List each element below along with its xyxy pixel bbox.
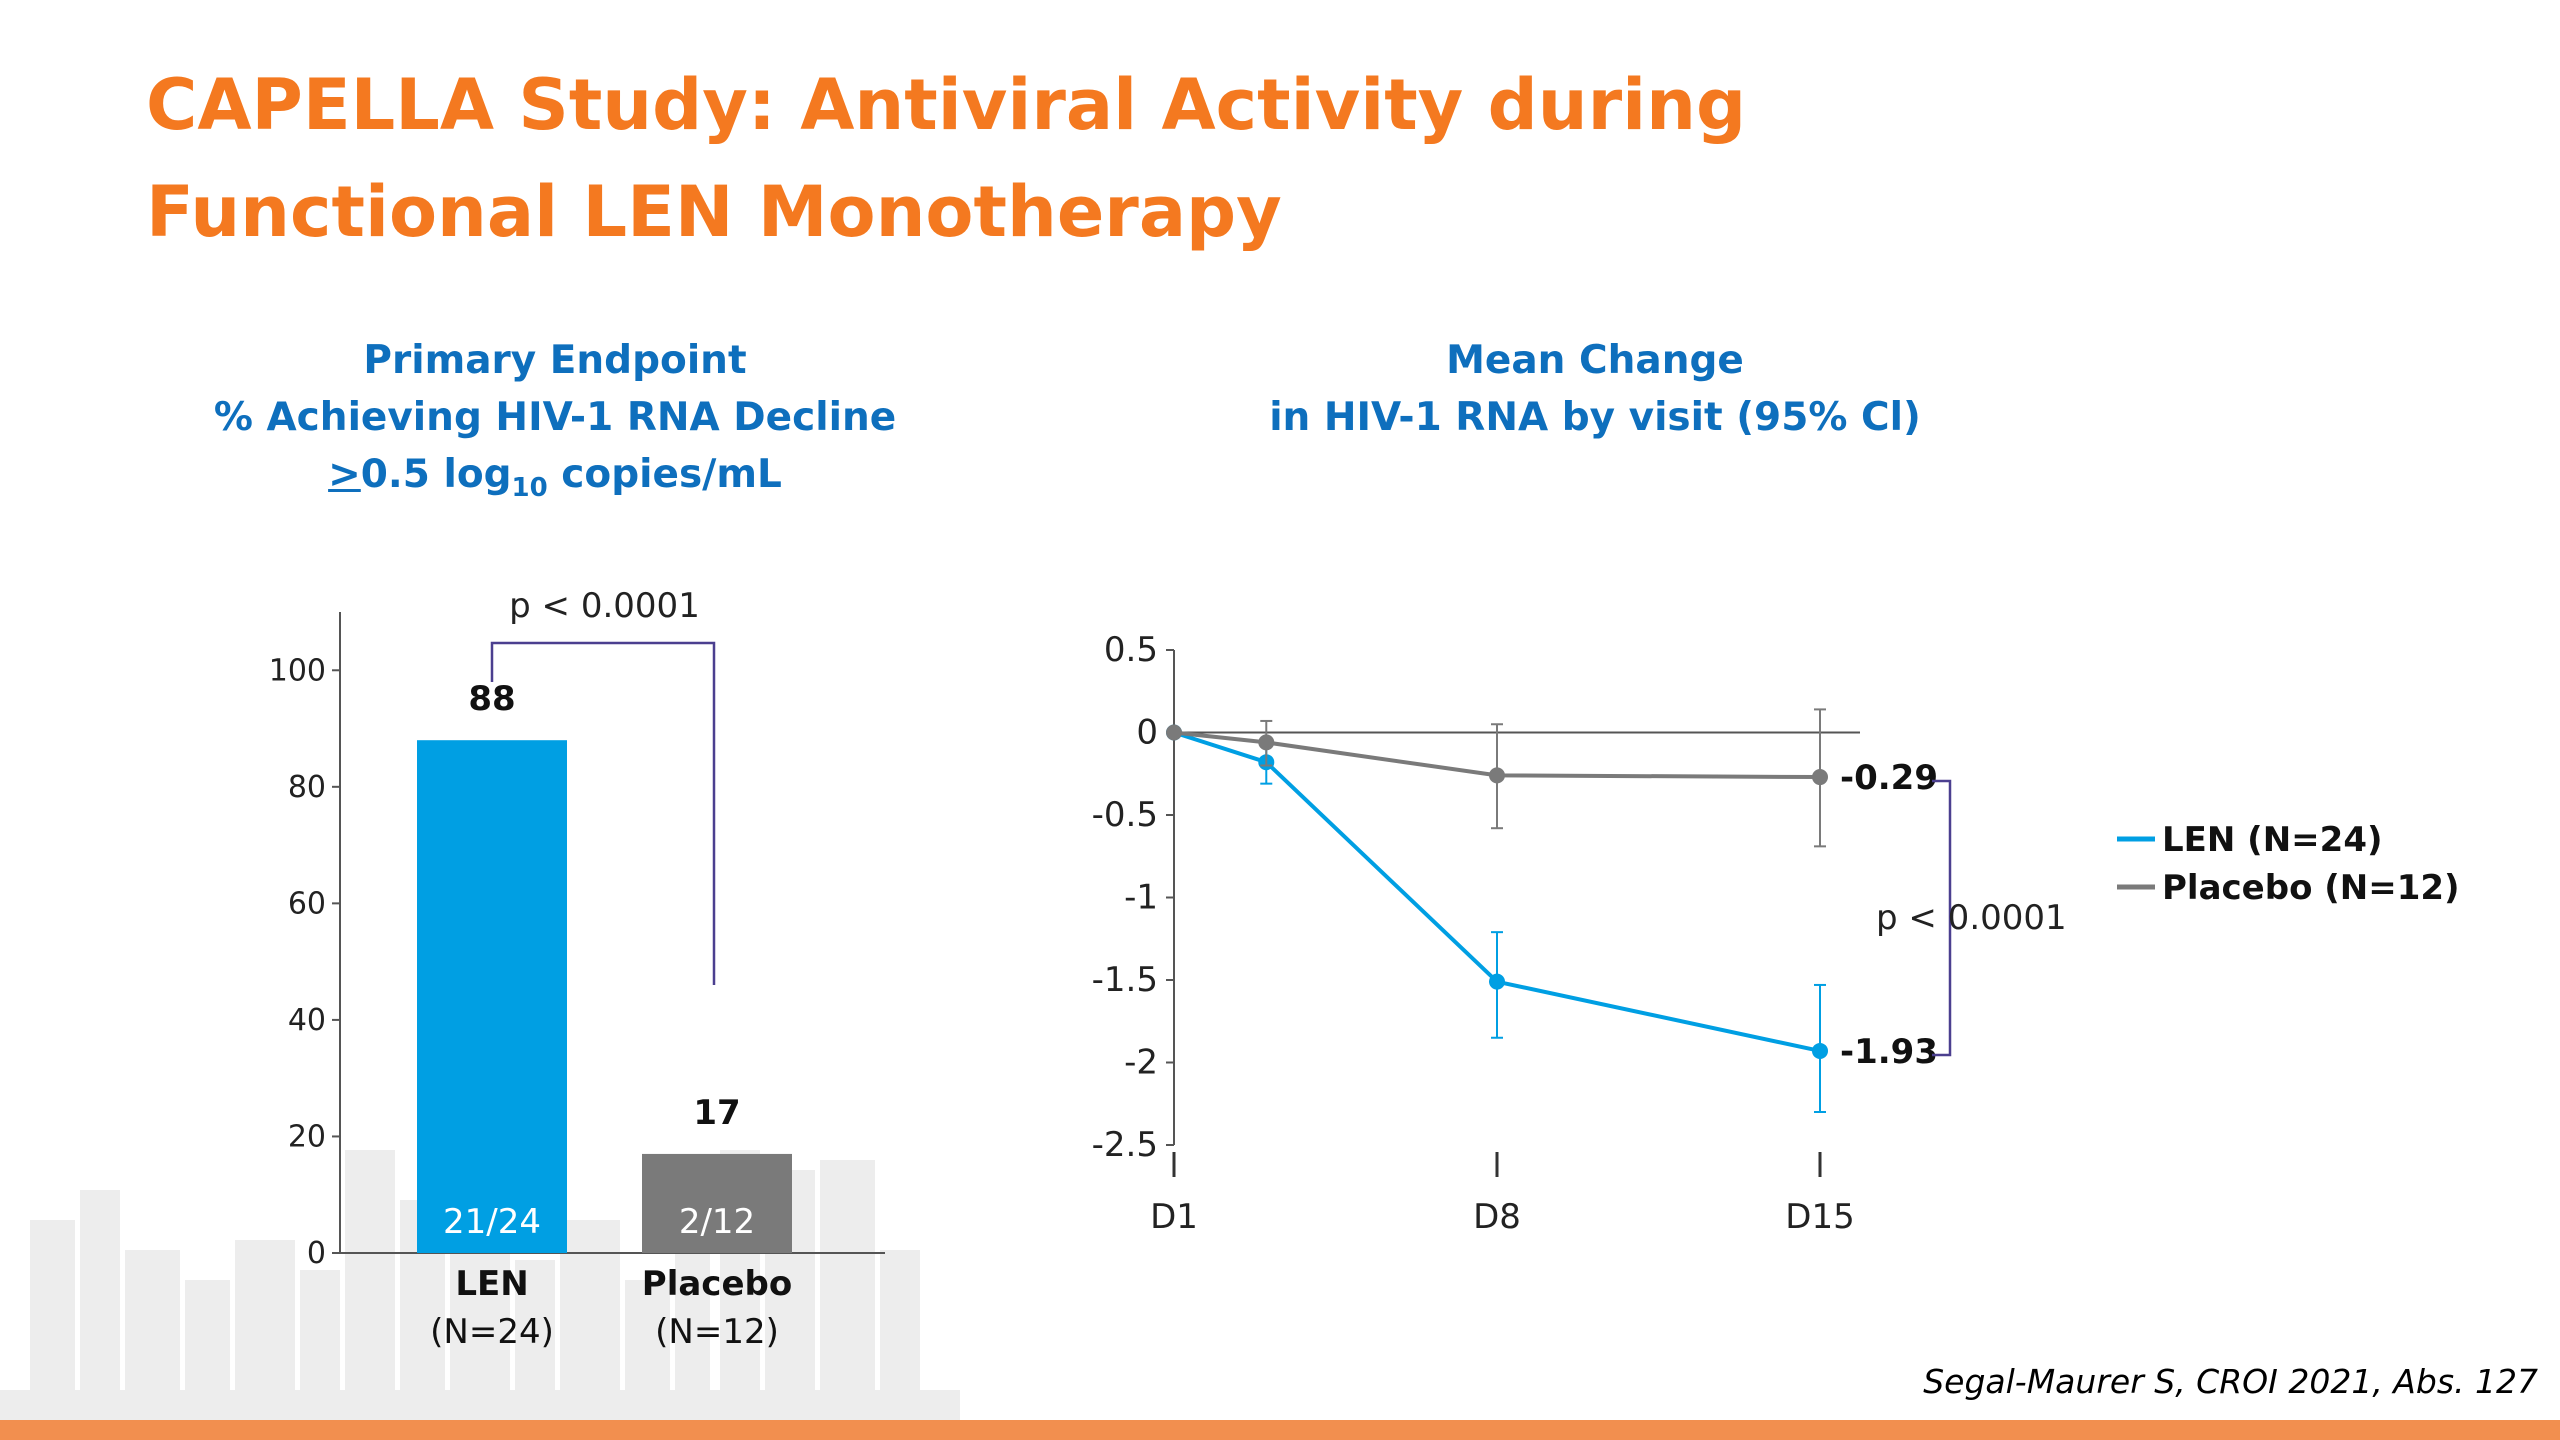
bar-chart-title-line-2: % Achieving HIV-1 RNA Decline: [213, 395, 897, 440]
bar-y-tick-label: 0: [307, 1236, 326, 1271]
bar-chart-title-subscript: 10: [511, 472, 548, 503]
placebo-data-point: [1258, 734, 1275, 751]
bar-y-tick-label: 40: [288, 1003, 326, 1038]
bar-chart-title-line-3-b: copies/mL: [547, 452, 782, 497]
bar-inner-label: 2/12: [679, 1202, 755, 1242]
line-chart-title: Mean Change in HIV-1 RNA by visit (95% C…: [1140, 332, 2050, 446]
citation: Segal-Maurer S, CROI 2021, Abs. 127: [1923, 1362, 2538, 1401]
bar-p-value-annotation: p < 0.0001: [509, 586, 700, 626]
bar-placebo: [642, 1153, 792, 1253]
len-legend-label: LEN (N=24): [2162, 820, 2383, 860]
line-y-tick-label: -0.5: [1092, 795, 1158, 835]
line-x-tick-label: D1: [1150, 1197, 1198, 1237]
placebo-legend-label: Placebo (N=12): [2162, 868, 2460, 908]
bar-chart-marks: 88 21/24 LEN (N=24) 17 2/12 Placebo (N=12) p < 0…: [417, 586, 792, 1352]
bottom-accent-bar: [0, 1420, 2560, 1440]
bar-inner-label: 21/24: [443, 1202, 541, 1242]
bar-chart-title: Primary Endpoint % Achieving HIV-1 RNA D…: [150, 332, 960, 517]
greater-equal-symbol: >: [328, 452, 361, 497]
line-chart-marks: -1.93 -0.29 p < 0.0001 LEN (N=24) Placebo (N…: [1166, 708, 2460, 1113]
line-y-tick-label: 0.5: [1104, 630, 1158, 670]
line-y-tick-label: -1.5: [1092, 960, 1158, 1000]
placebo-end-label: -0.29: [1840, 758, 1938, 798]
bar-chart-title-line-1: Primary Endpoint: [363, 338, 747, 383]
slide-title-line-1: CAPELLA Study: Antiviral Activity during: [146, 64, 1747, 146]
bar-y-tick-label: 20: [288, 1119, 326, 1154]
bar-category-sublabel: (N=24): [430, 1312, 554, 1352]
bar-len: [417, 740, 567, 1253]
bar-category-sublabel: (N=12): [655, 1312, 779, 1352]
bar-y-tick-label: 100: [269, 653, 326, 688]
placebo-data-point: [1812, 769, 1828, 786]
bar-chart-title-line-3-a: 0.5 log: [360, 452, 512, 497]
line-y-tick-label: 0: [1136, 713, 1158, 753]
bar-value-label: 88: [468, 679, 515, 719]
line-p-value-annotation: p < 0.0001: [1876, 898, 2067, 938]
line-chart-axes: 0.5 0 -0.5 -1 -1.5 -2 -2.5 D1 D8 D15: [1092, 630, 1860, 1237]
line-chart-title-line-2: in HIV-1 RNA by visit (95% Cl): [1269, 395, 1921, 440]
line-y-tick-label: -2: [1124, 1043, 1158, 1083]
bar-y-tick-label: 60: [288, 886, 326, 921]
line-chart-title-line-1: Mean Change: [1446, 338, 1744, 383]
line-y-tick-label: -2.5: [1092, 1125, 1158, 1165]
placebo-data-point: [1489, 767, 1505, 784]
line-y-tick-label: -1: [1124, 878, 1158, 918]
bar-y-tick-label: 80: [288, 770, 326, 805]
bar-significance-bracket: [490, 641, 716, 985]
line-x-tick-label: D15: [1785, 1197, 1854, 1237]
placebo-series-line: [1173, 730, 1821, 780]
bar-category-label: Placebo: [642, 1264, 792, 1304]
line-x-tick-label: D8: [1473, 1197, 1521, 1237]
bar-value-label: 17: [693, 1093, 740, 1133]
len-series-line: [1173, 730, 1821, 1053]
bar-chart-axes: 0 20 40 60 80 100: [269, 612, 885, 1271]
slide-title: CAPELLA Study: Antiviral Activity during…: [146, 52, 2146, 266]
placebo-data-point: [1166, 724, 1182, 741]
len-data-point: [1489, 973, 1505, 990]
len-data-point: [1812, 1042, 1828, 1059]
len-end-label: -1.93: [1840, 1032, 1938, 1072]
bar-chart-title-line-3: >0.5 log10 copies/mL: [150, 446, 960, 517]
bar-category-label: LEN: [455, 1264, 528, 1304]
slide-title-line-2: Functional LEN Monotherapy: [146, 171, 1282, 253]
line-significance-bracket: [1932, 779, 1952, 1057]
